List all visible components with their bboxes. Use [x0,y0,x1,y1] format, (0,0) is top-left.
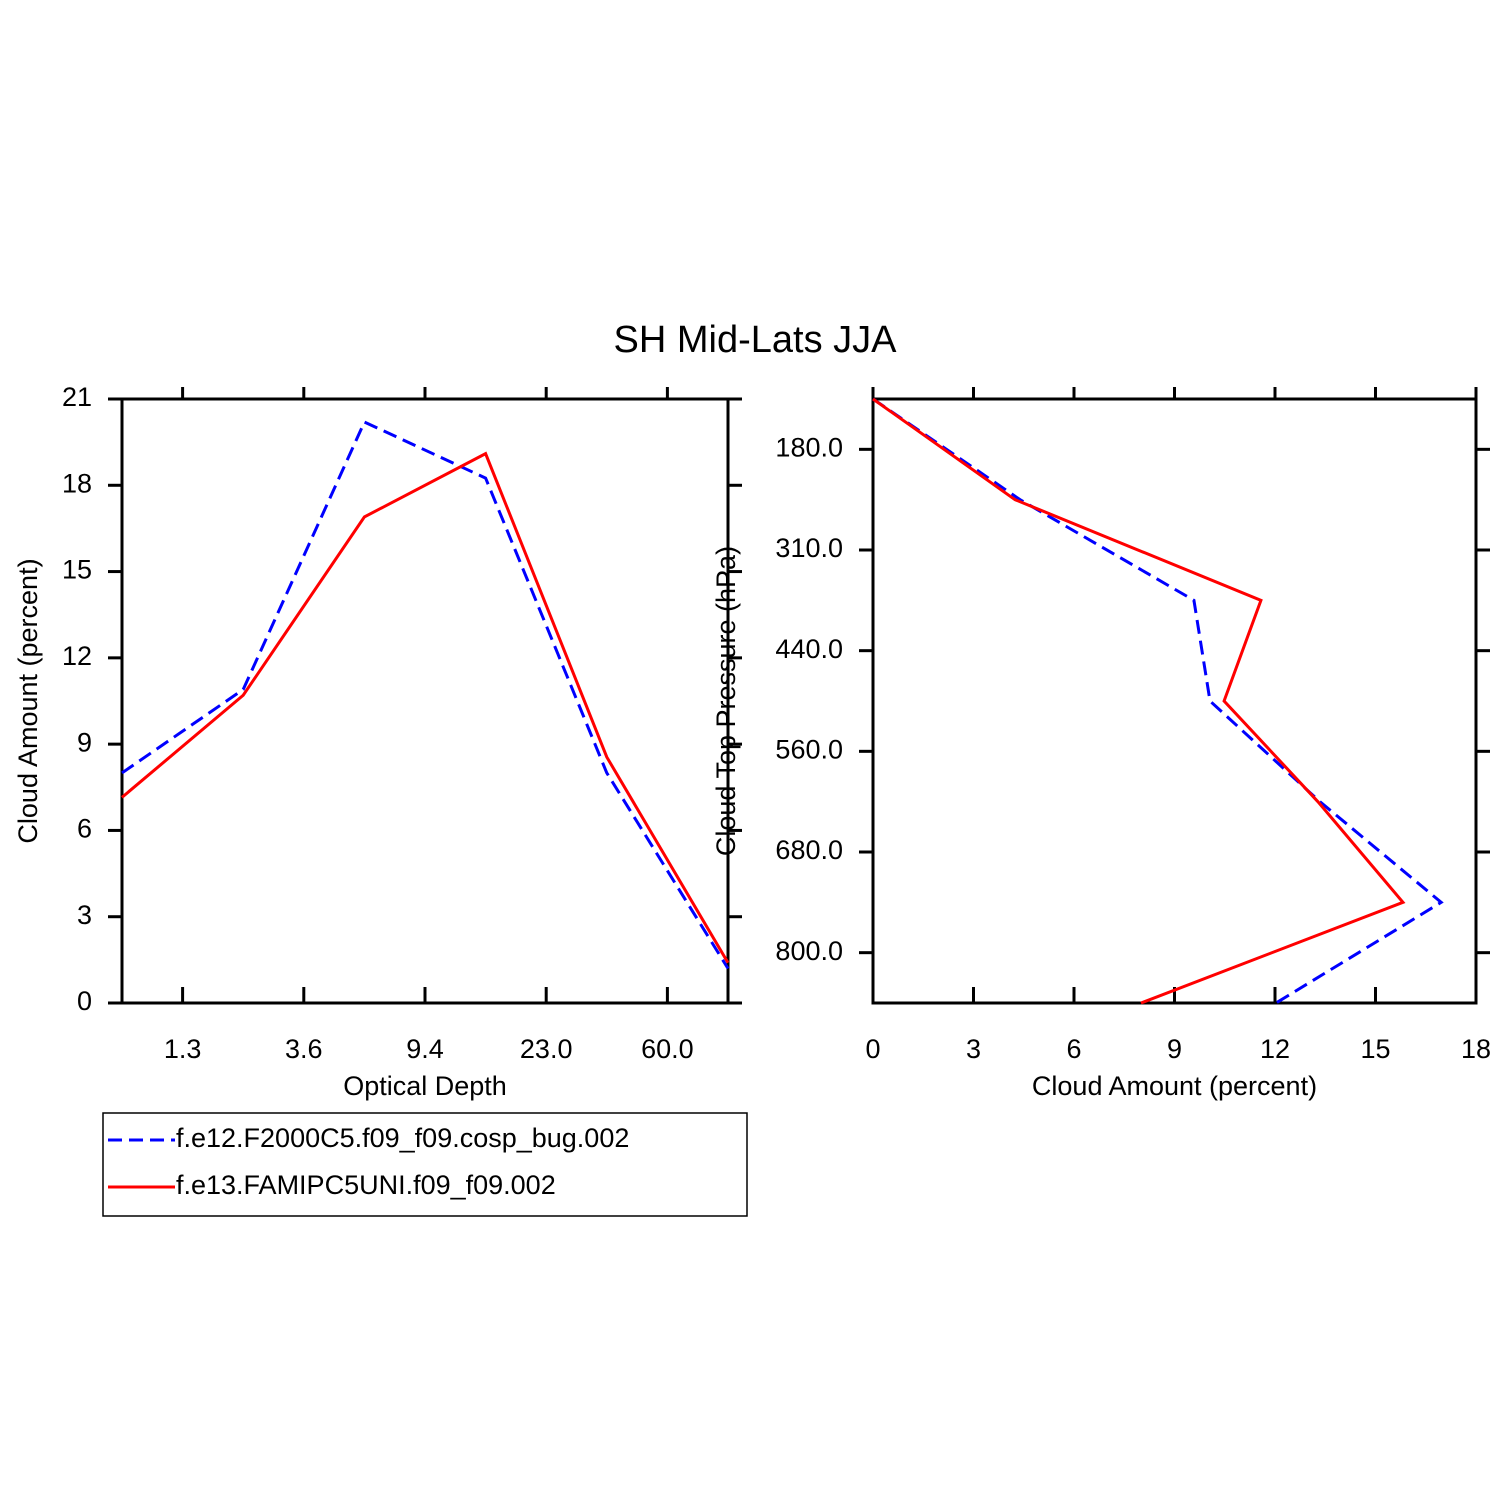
x-axis-label: Cloud Amount (percent) [1032,1071,1317,1101]
x-tick-label: 0 [865,1034,880,1064]
y-tick-label: 440.0 [775,634,843,664]
x-tick-label: 18 [1461,1034,1491,1064]
y-tick-label: 15 [62,555,92,585]
y-tick-label: 6 [77,814,92,844]
x-axis-label: Optical Depth [343,1071,507,1101]
series-line [872,397,1406,1005]
plot-frame [871,397,1478,1005]
y-tick-label: 18 [62,468,92,498]
y-axis-label: Cloud Amount (percent) [13,558,43,843]
x-tick-label: 1.3 [164,1034,202,1064]
x-tick-label: 15 [1360,1034,1390,1064]
y-tick-label: 800.0 [775,936,843,966]
y-tick-label: 12 [62,641,92,671]
x-tick-label: 60.0 [641,1034,694,1064]
x-tick-label: 3 [966,1034,981,1064]
series-line [121,451,730,964]
plot-frame [120,397,730,1005]
x-tick-label: 3.6 [285,1034,323,1064]
x-tick-label: 23.0 [520,1034,573,1064]
y-tick-label: 0 [77,986,92,1016]
y-axis-label: Cloud Top Pressure (hPa) [711,546,741,856]
y-tick-label: 680.0 [775,835,843,865]
x-tick-label: 9.4 [406,1034,444,1064]
y-tick-label: 21 [62,382,92,412]
y-tick-label: 180.0 [775,432,843,462]
series-line [121,420,730,970]
chart-title: SH Mid-Lats JJA [614,319,898,361]
y-tick-label: 310.0 [775,533,843,563]
x-tick-label: 6 [1066,1034,1081,1064]
y-tick-label: 3 [77,900,92,930]
y-tick-label: 560.0 [775,734,843,764]
y-tick-label: 9 [77,727,92,757]
legend-label: f.e12.F2000C5.f09_f09.cosp_bug.002 [176,1123,629,1153]
x-tick-label: 12 [1260,1034,1290,1064]
legend-label: f.e13.FAMIPC5UNI.f09_f09.002 [176,1170,556,1200]
legend-box [102,1112,748,1217]
x-tick-label: 9 [1167,1034,1182,1064]
series-line [872,397,1444,1005]
